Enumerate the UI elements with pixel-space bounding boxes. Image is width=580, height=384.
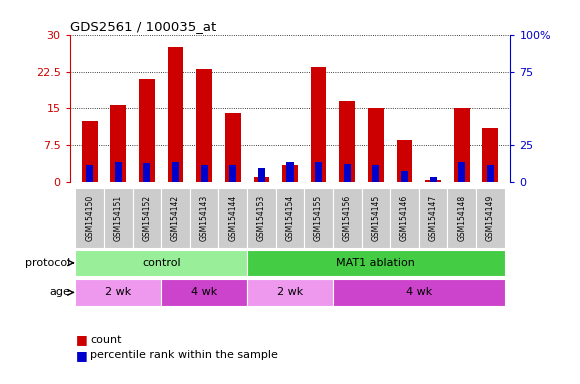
Bar — [110, 104, 126, 182]
Bar — [247, 279, 333, 306]
Text: ■: ■ — [75, 349, 87, 362]
Bar — [75, 188, 104, 248]
Bar — [487, 166, 494, 182]
Text: GDS2561 / 100035_at: GDS2561 / 100035_at — [70, 20, 216, 33]
Text: percentile rank within the sample: percentile rank within the sample — [90, 350, 278, 360]
Bar — [247, 250, 505, 276]
Text: protocol: protocol — [25, 258, 70, 268]
Bar — [454, 108, 470, 182]
Text: GSM154156: GSM154156 — [343, 195, 351, 241]
Text: GSM154153: GSM154153 — [257, 195, 266, 241]
Bar — [75, 250, 247, 276]
Text: GSM154155: GSM154155 — [314, 195, 323, 241]
Text: 2 wk: 2 wk — [277, 287, 303, 298]
Bar — [133, 188, 161, 248]
Bar — [143, 163, 150, 182]
Text: control: control — [142, 258, 180, 268]
Bar — [172, 162, 179, 182]
Bar — [447, 188, 476, 248]
Bar — [476, 188, 505, 248]
Bar — [168, 47, 183, 182]
Bar — [225, 113, 241, 182]
Bar — [86, 165, 93, 182]
Text: ■: ■ — [75, 333, 87, 346]
Bar — [287, 162, 293, 182]
Bar — [304, 188, 333, 248]
Text: age: age — [49, 287, 70, 298]
Bar — [253, 177, 269, 182]
Bar — [483, 128, 498, 182]
Bar — [419, 188, 447, 248]
Bar — [258, 167, 265, 182]
Text: GSM154145: GSM154145 — [371, 195, 380, 241]
Text: MAT1 ablation: MAT1 ablation — [336, 258, 415, 268]
Text: 4 wk: 4 wk — [405, 287, 432, 298]
Text: count: count — [90, 335, 121, 345]
Bar — [196, 69, 212, 182]
Text: GSM154154: GSM154154 — [285, 195, 295, 241]
Bar — [161, 279, 247, 306]
Text: GSM154146: GSM154146 — [400, 195, 409, 241]
Text: GSM154144: GSM154144 — [229, 195, 237, 241]
Bar — [425, 180, 441, 182]
Bar — [458, 162, 465, 182]
Bar — [75, 279, 161, 306]
Bar — [190, 188, 219, 248]
Bar — [361, 188, 390, 248]
Bar — [372, 166, 379, 182]
Bar — [219, 188, 247, 248]
Bar — [139, 79, 155, 182]
Text: GSM154151: GSM154151 — [114, 195, 123, 241]
Bar — [247, 188, 276, 248]
Bar — [82, 121, 97, 182]
Bar — [390, 188, 419, 248]
Bar — [333, 279, 505, 306]
Text: GSM154149: GSM154149 — [486, 195, 495, 241]
Bar — [397, 141, 412, 182]
Text: 2 wk: 2 wk — [105, 287, 132, 298]
Bar — [276, 188, 304, 248]
Bar — [430, 177, 437, 182]
Text: 4 wk: 4 wk — [191, 287, 218, 298]
Bar — [229, 166, 236, 182]
Bar — [104, 188, 133, 248]
Bar — [201, 166, 208, 182]
Bar — [161, 188, 190, 248]
Bar — [344, 164, 351, 182]
Text: GSM154142: GSM154142 — [171, 195, 180, 241]
Bar — [401, 170, 408, 182]
Text: GSM154148: GSM154148 — [457, 195, 466, 241]
Bar — [368, 108, 384, 182]
Bar — [311, 66, 327, 182]
Bar — [333, 188, 361, 248]
Text: GSM154150: GSM154150 — [85, 195, 94, 241]
Text: GSM154152: GSM154152 — [142, 195, 151, 241]
Text: GSM154147: GSM154147 — [429, 195, 438, 241]
Bar — [115, 162, 122, 182]
Text: GSM154143: GSM154143 — [200, 195, 209, 241]
Bar — [339, 101, 355, 182]
Bar — [282, 165, 298, 182]
Bar — [315, 162, 322, 182]
